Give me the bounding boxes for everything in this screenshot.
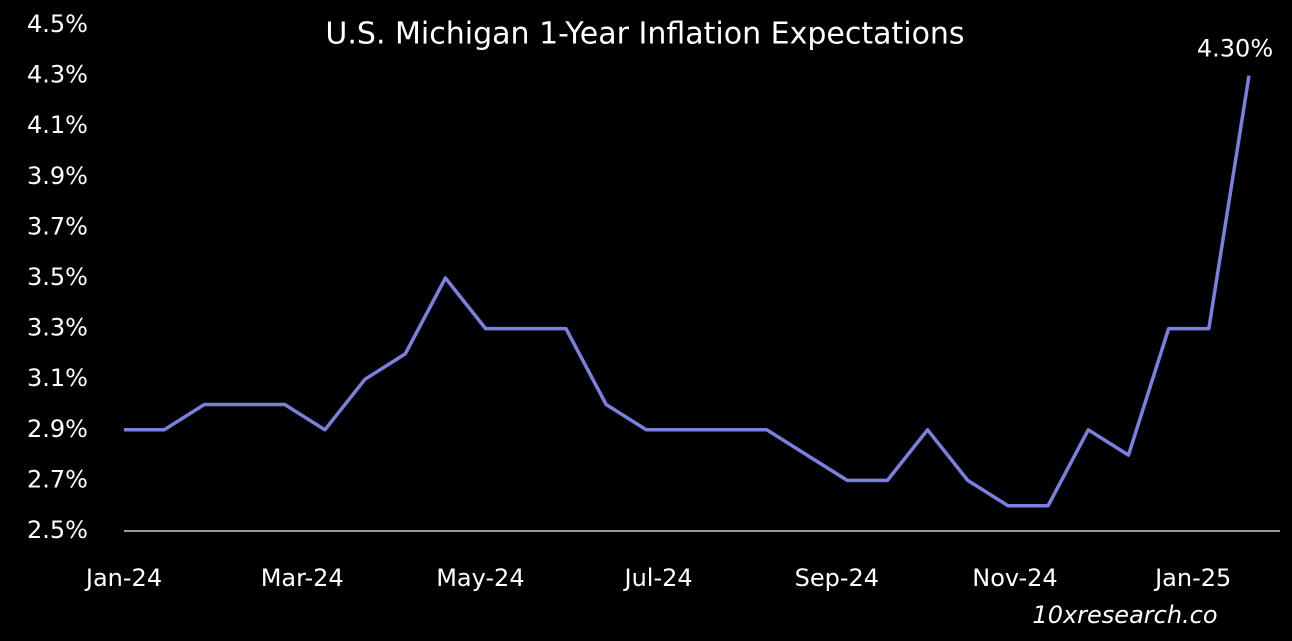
x-tick-label: Mar-24 <box>261 564 344 592</box>
x-tick-label: Jan-25 <box>1153 564 1231 592</box>
y-tick-label: 3.3% <box>27 314 88 342</box>
y-tick-label: 2.9% <box>27 415 88 443</box>
chart-title: U.S. Michigan 1-Year Inflation Expectati… <box>325 17 964 52</box>
y-tick-label: 4.1% <box>27 111 88 139</box>
x-tick-label: May-24 <box>436 564 524 592</box>
line <box>124 75 1251 508</box>
y-tick-label: 3.5% <box>27 263 88 291</box>
y-tick-label: 4.5% <box>27 10 88 38</box>
value-label: 4.30% <box>1197 35 1273 63</box>
y-tick-label: 2.5% <box>27 516 88 544</box>
x-tick-label: Nov-24 <box>972 564 1057 592</box>
y-tick-label: 3.7% <box>27 212 88 240</box>
y-tick-label: 2.7% <box>27 465 88 493</box>
y-tick-label: 3.9% <box>27 162 88 190</box>
x-tick-label: Jul-24 <box>623 564 693 592</box>
source: 10xresearch.co <box>1032 601 1217 629</box>
y-tick-label: 4.3% <box>27 61 88 89</box>
y-tick-label: 3.1% <box>27 364 88 392</box>
x-tick-label: Sep-24 <box>795 564 879 592</box>
x-tick-label: Jan-24 <box>84 564 162 592</box>
